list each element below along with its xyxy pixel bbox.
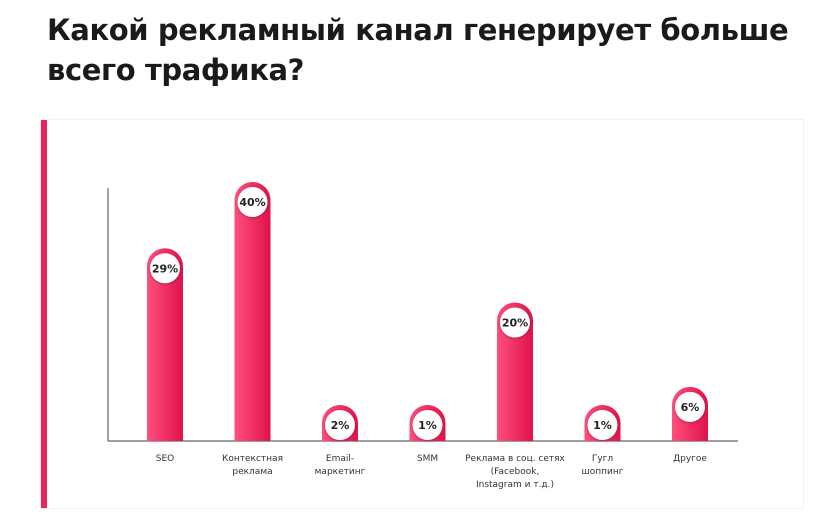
value-badge [325, 410, 355, 440]
x-tick-label: Гугл шоппинг [582, 454, 624, 477]
data-label: 20% [502, 317, 528, 330]
x-tick-label: Email-маркетинг [315, 454, 366, 477]
value-badge [412, 410, 443, 440]
x-tick-label: Реклама в соц. сетях (Facebook, Instagram … [465, 454, 565, 490]
bar-group: 40% Контекстная реклама [222, 182, 283, 477]
value-badge [500, 307, 530, 338]
value-badge [237, 187, 268, 217]
bar-group: 29% SEO [147, 248, 183, 464]
bar [497, 302, 533, 441]
data-label: 6% [681, 401, 700, 414]
bar-group: 6% Другое [672, 386, 708, 464]
bar-group: 2% Email-маркетинг [315, 405, 366, 477]
x-tick-label: SMM [417, 454, 438, 464]
data-label: 1% [418, 419, 437, 432]
data-label: 29% [152, 262, 178, 275]
value-badge [587, 410, 618, 440]
x-tick-label: Другое [673, 454, 707, 464]
value-badge [150, 253, 180, 284]
bar [147, 248, 183, 441]
page-title: Какой рекламный канал генерирует больше … [47, 13, 789, 87]
value-badge [675, 391, 705, 422]
bar-group: 1% Гугл шоппинг [582, 405, 624, 477]
bar-group: 1% SMM [409, 405, 446, 464]
data-label: 40% [239, 196, 265, 209]
bar-group: 20% Реклама в соц. сетях (Facebook, Instagr… [465, 302, 566, 490]
data-label: 1% [593, 419, 612, 432]
x-tick-label: SEO [156, 454, 174, 464]
data-label: 2% [331, 419, 350, 432]
x-tick-label: Контекстная реклама [222, 454, 283, 477]
bar [234, 182, 271, 442]
